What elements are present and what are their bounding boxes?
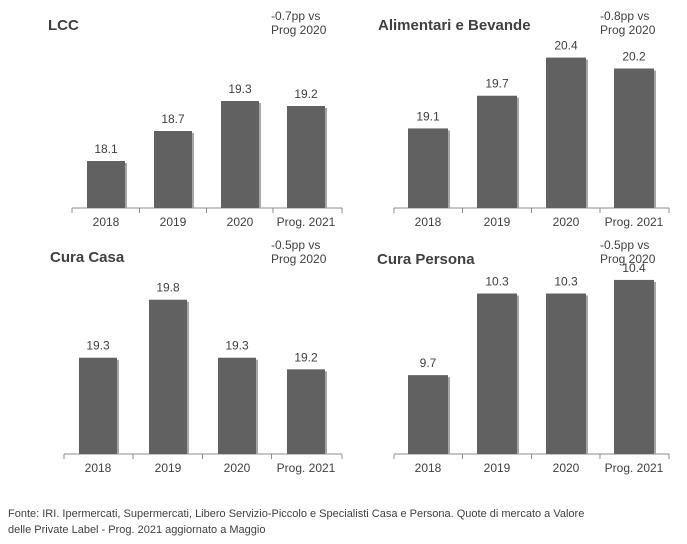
category-label: 2020 bbox=[553, 215, 580, 229]
category-label: 2019 bbox=[160, 215, 187, 229]
category-label: 2020 bbox=[224, 461, 251, 475]
chart-note-line2: Prog 2020 bbox=[271, 23, 327, 37]
data-label: 19.8 bbox=[156, 281, 180, 295]
chart-title: Cura Persona bbox=[377, 251, 475, 268]
chart-note-line1: -0.5pp vs bbox=[600, 238, 650, 252]
category-label: 2018 bbox=[415, 215, 442, 229]
bar bbox=[614, 279, 654, 454]
bar bbox=[408, 128, 448, 208]
bar bbox=[546, 293, 586, 454]
chart-note: -0.5pp vs Prog 2020 bbox=[600, 238, 655, 266]
data-label: 10.4 bbox=[622, 261, 646, 275]
data-label: 10.3 bbox=[554, 275, 578, 289]
bar bbox=[477, 293, 517, 454]
chart-note-line1: -0.5pp vs bbox=[271, 238, 321, 252]
bar bbox=[218, 357, 256, 454]
category-label: 2018 bbox=[93, 215, 120, 229]
data-label: 18.1 bbox=[94, 142, 118, 156]
chart-title: LCC bbox=[48, 17, 79, 34]
category-label: 2019 bbox=[484, 215, 511, 229]
category-label: Prog. 2021 bbox=[605, 461, 664, 475]
data-label: 19.3 bbox=[86, 339, 110, 353]
bar bbox=[149, 299, 187, 454]
category-label: 2018 bbox=[85, 461, 112, 475]
chart-note-line2: Prog 2020 bbox=[600, 23, 656, 37]
bar bbox=[87, 161, 125, 208]
chart-note-line1: -0.7pp vs bbox=[271, 9, 321, 23]
category-label: Prog. 2021 bbox=[277, 215, 336, 229]
data-label: 19.3 bbox=[228, 82, 252, 96]
category-label: 2018 bbox=[415, 461, 442, 475]
data-label: 20.4 bbox=[554, 39, 578, 53]
footnote-line1: Fonte: IRI. Ipermercati, Supermercati, L… bbox=[8, 508, 585, 520]
bar bbox=[408, 375, 448, 454]
data-label: 20.2 bbox=[622, 49, 646, 63]
chart-note: -0.7pp vs Prog 2020 bbox=[271, 9, 326, 37]
chart-note: -0.8pp vs Prog 2020 bbox=[600, 9, 655, 37]
data-label: 19.2 bbox=[294, 87, 318, 101]
category-label: Prog. 2021 bbox=[277, 461, 336, 475]
chart-title: Cura Casa bbox=[50, 249, 125, 266]
bar bbox=[614, 68, 654, 208]
data-label: 19.2 bbox=[294, 350, 318, 364]
bar bbox=[546, 57, 586, 208]
chart-note: -0.5pp vs Prog 2020 bbox=[271, 238, 326, 266]
chart-title: Alimentari e Bevande bbox=[378, 17, 531, 34]
bar bbox=[287, 106, 325, 208]
chart-note-line2: Prog 2020 bbox=[271, 252, 327, 266]
source-footnote: Fonte: IRI. Ipermercati, Supermercati, L… bbox=[8, 506, 584, 538]
bar bbox=[154, 131, 192, 208]
data-label: 18.7 bbox=[161, 112, 185, 126]
bar bbox=[287, 369, 325, 454]
data-label: 10.3 bbox=[485, 275, 509, 289]
bar bbox=[221, 101, 259, 208]
chart-note-line2: Prog 2020 bbox=[600, 252, 656, 266]
data-label: 9.7 bbox=[420, 356, 437, 370]
category-label: 2020 bbox=[227, 215, 254, 229]
bar bbox=[79, 357, 117, 454]
bar bbox=[477, 95, 517, 208]
category-label: Prog. 2021 bbox=[605, 215, 664, 229]
category-label: 2019 bbox=[155, 461, 182, 475]
data-label: 19.3 bbox=[225, 339, 249, 353]
data-label: 19.1 bbox=[416, 109, 440, 123]
category-label: 2019 bbox=[484, 461, 511, 475]
chart-note-line1: -0.8pp vs bbox=[600, 9, 650, 23]
data-label: 19.7 bbox=[485, 77, 509, 91]
footnote-line2: delle Private Label - Prog. 2021 aggiorn… bbox=[8, 524, 266, 536]
category-label: 2020 bbox=[553, 461, 580, 475]
